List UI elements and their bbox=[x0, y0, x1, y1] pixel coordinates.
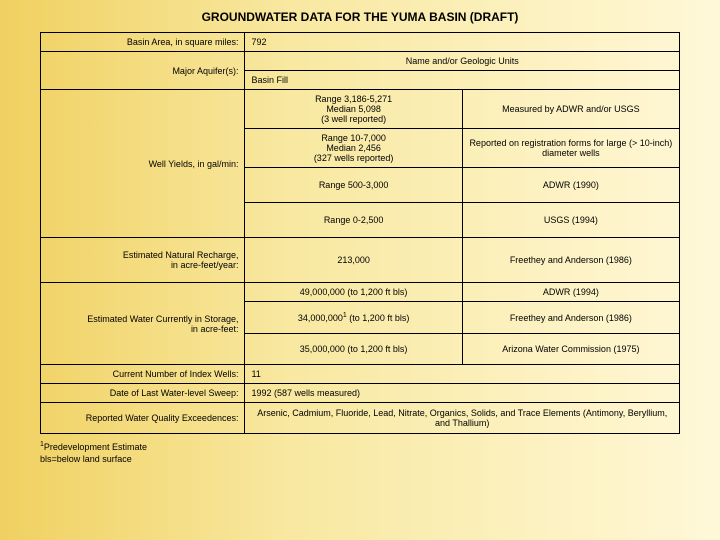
storage3-source: Arizona Water Commission (1975) bbox=[462, 334, 679, 365]
major-aquifer-label: Major Aquifer(s): bbox=[41, 52, 245, 90]
well-yields-label: Well Yields, in gal/min: bbox=[41, 90, 245, 238]
yield3-range: Range 500-3,000 bbox=[245, 168, 462, 203]
yield3-source: ADWR (1990) bbox=[462, 168, 679, 203]
table-row: Basin Area, in square miles: 792 bbox=[41, 33, 680, 52]
storage1-source: ADWR (1994) bbox=[462, 283, 679, 302]
sweep-label: Date of Last Water-level Sweep: bbox=[41, 384, 245, 403]
table-row: Major Aquifer(s): Name and/or Geologic U… bbox=[41, 52, 680, 71]
table-row: Well Yields, in gal/min: Range 3,186-5,2… bbox=[41, 90, 680, 129]
quality-label: Reported Water Quality Exceedences: bbox=[41, 403, 245, 434]
yield1-source: Measured by ADWR and/or USGS bbox=[462, 90, 679, 129]
index-wells-value: 11 bbox=[245, 365, 680, 384]
footnote: 1Predevelopment Estimate bls=below land … bbox=[40, 440, 680, 465]
basin-area-label: Basin Area, in square miles: bbox=[41, 33, 245, 52]
recharge-source: Freethey and Anderson (1986) bbox=[462, 238, 679, 283]
table-row: Estimated Natural Recharge, in acre-feet… bbox=[41, 238, 680, 283]
quality-value: Arsenic, Cadmium, Fluoride, Lead, Nitrat… bbox=[245, 403, 680, 434]
yield1-range: Range 3,186-5,271 Median 5,098 (3 well r… bbox=[245, 90, 462, 129]
table-row: Date of Last Water-level Sweep: 1992 (58… bbox=[41, 384, 680, 403]
yield2-range: Range 10-7,000 Median 2,456 (327 wells r… bbox=[245, 129, 462, 168]
storage2-source: Freethey and Anderson (1986) bbox=[462, 302, 679, 334]
data-table: Basin Area, in square miles: 792 Major A… bbox=[40, 32, 680, 434]
yield4-range: Range 0-2,500 bbox=[245, 203, 462, 238]
page-title: GROUNDWATER DATA FOR THE YUMA BASIN (DRA… bbox=[40, 10, 680, 24]
storage3-value: 35,000,000 (to 1,200 ft bls) bbox=[245, 334, 462, 365]
yield4-source: USGS (1994) bbox=[462, 203, 679, 238]
basin-area-value: 792 bbox=[245, 33, 680, 52]
storage2-value: 34,000,0001 (to 1,200 ft bls) bbox=[245, 302, 462, 334]
recharge-label: Estimated Natural Recharge, in acre-feet… bbox=[41, 238, 245, 283]
recharge-value: 213,000 bbox=[245, 238, 462, 283]
index-wells-label: Current Number of Index Wells: bbox=[41, 365, 245, 384]
table-row: Current Number of Index Wells: 11 bbox=[41, 365, 680, 384]
yield2-source: Reported on registration forms for large… bbox=[462, 129, 679, 168]
storage-label: Estimated Water Currently in Storage, in… bbox=[41, 283, 245, 365]
name-units-header: Name and/or Geologic Units bbox=[245, 52, 680, 71]
storage1-value: 49,000,000 (to 1,200 ft bls) bbox=[245, 283, 462, 302]
major-aquifer-value: Basin Fill bbox=[245, 71, 680, 90]
table-row: Reported Water Quality Exceedences: Arse… bbox=[41, 403, 680, 434]
table-row: Estimated Water Currently in Storage, in… bbox=[41, 283, 680, 302]
sweep-value: 1992 (587 wells measured) bbox=[245, 384, 680, 403]
